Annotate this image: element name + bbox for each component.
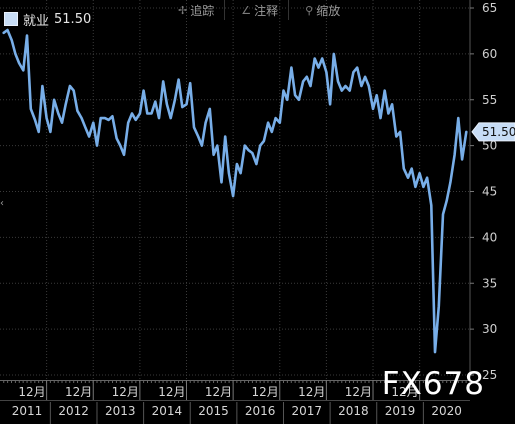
x-year-label: 2015	[198, 404, 229, 418]
crosshair-icon: ✢	[178, 3, 188, 17]
legend-series-name: 就业	[23, 13, 50, 29]
x-month-label: 12月	[345, 385, 372, 399]
last-value-flag: 51.50	[471, 122, 515, 142]
x-month-label: 12月	[205, 385, 232, 399]
y-tick-label: 55	[482, 93, 497, 107]
y-tick-label: 30	[482, 322, 497, 336]
x-month-label: 12月	[65, 385, 92, 399]
x-year-label: 2017	[292, 404, 323, 418]
watermark: FX678	[381, 366, 485, 402]
series-line-employment	[2, 28, 468, 354]
legend[interactable]: 就业 51.50	[4, 9, 91, 29]
x-year-label: 2013	[105, 404, 136, 418]
x-axis-band	[0, 380, 515, 424]
pencil-icon: ∠	[241, 3, 252, 17]
x-month-label: 12月	[251, 385, 278, 399]
y-tick-label: 60	[482, 47, 497, 61]
legend-value: 51.50	[54, 11, 92, 27]
zoom-button[interactable]: ⚲ 缩放	[295, 0, 350, 20]
x-year-label: 2019	[385, 404, 416, 418]
x-year-label: 2016	[245, 404, 276, 418]
legend-swatch	[4, 12, 18, 26]
annotate-button[interactable]: ∠ 注释	[231, 0, 290, 20]
x-year-label: 2012	[58, 404, 89, 418]
x-year-label: 2018	[338, 404, 369, 418]
x-year-label: 2014	[152, 404, 183, 418]
y-tick-label: 40	[482, 230, 497, 244]
zoom-label: 缩放	[316, 3, 341, 18]
y-tick-label: 65	[482, 1, 497, 15]
chart-toolbar: ✢ 追踪 ∠ 注释 ⚲ 缩放	[168, 0, 350, 20]
series-layer	[2, 28, 468, 354]
x-month-label: 12月	[158, 385, 185, 399]
last-value-label: 51.50	[482, 125, 515, 139]
x-year-label: 2011	[12, 404, 43, 418]
y-tick-label: 35	[482, 276, 497, 290]
annotate-label: 注释	[254, 3, 279, 18]
track-label: 追踪	[190, 3, 215, 18]
x-month-label: 12月	[112, 385, 139, 399]
x-year-label: 2020	[431, 404, 462, 418]
x-month-label: 12月	[18, 385, 45, 399]
last-value-flag-shape	[471, 122, 515, 142]
y-axis: 25 30 35 40 45 50 55 60 65	[469, 0, 497, 382]
x-axis: 12月 12月 12月 12月 12月 12月 12月 12月 12月 2011 2012 2013 2…	[0, 380, 515, 424]
y-tick-label: 45	[482, 185, 497, 199]
y-tick-label: 50	[482, 139, 497, 153]
track-button[interactable]: ✢ 追踪	[168, 0, 226, 20]
magnifier-icon: ⚲	[305, 3, 314, 17]
y-tick-label: 25	[482, 368, 497, 382]
x-month-label: 12月	[391, 385, 418, 399]
pan-left-icon[interactable]: ‹	[0, 198, 4, 209]
x-month-label: 12月	[298, 385, 325, 399]
